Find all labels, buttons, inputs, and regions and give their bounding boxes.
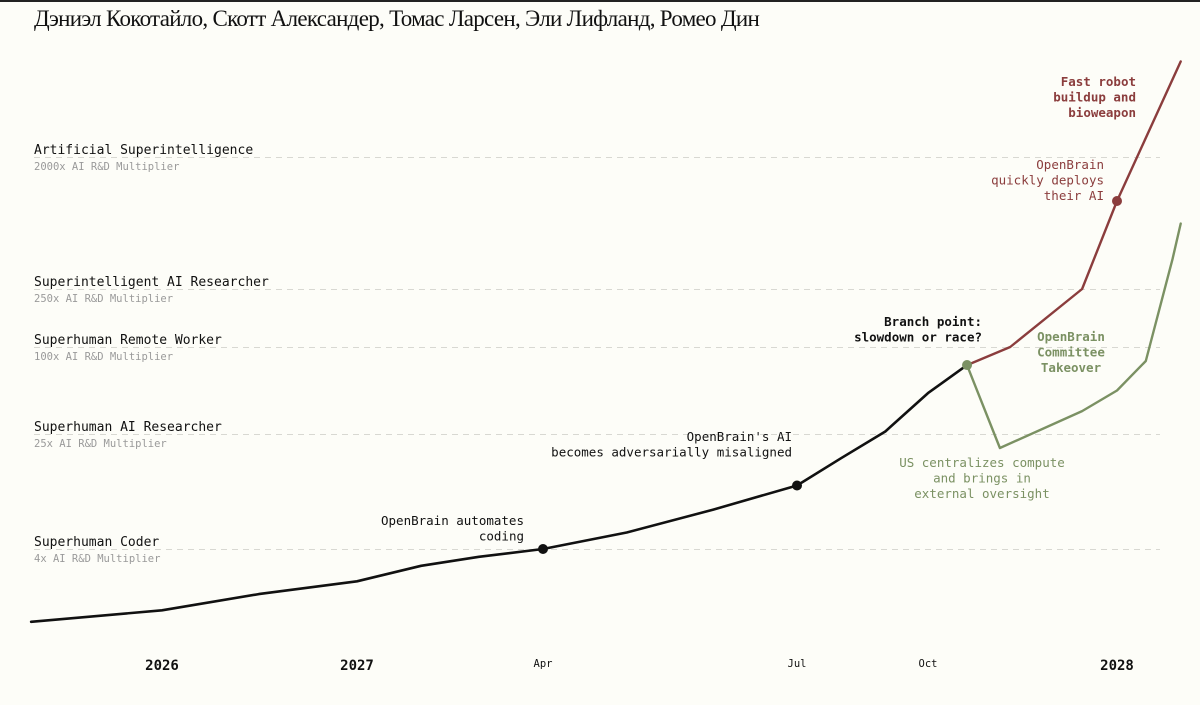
annotation-line: Fast robot	[1061, 74, 1136, 89]
milestone-label: Superintelligent AI Researcher	[34, 275, 269, 290]
annotation-line: Takeover	[1041, 360, 1102, 375]
annotation-line: coding	[479, 529, 524, 544]
x-tick-label: Apr	[534, 658, 553, 670]
annotation-deploys: OpenBrain quickly deploys their AI	[991, 157, 1104, 203]
annotation-misaligned: OpenBrain's AI becomes adversarially misa…	[551, 429, 792, 460]
annotation-line: quickly deploys	[991, 173, 1104, 188]
annotation-line: external oversight	[914, 486, 1049, 501]
annotation-line: becomes adversarially misaligned	[551, 445, 792, 460]
milestone-multiplier: 250x AI R&D Multiplier	[34, 293, 173, 305]
annotation-coding: OpenBrain automates coding	[381, 513, 524, 544]
annotation-branch: Branch point: slowdown or race?	[854, 314, 982, 345]
x-tick-label: 2026	[145, 658, 179, 674]
milestone-label: Superhuman Coder	[34, 535, 159, 550]
annotation-line: and brings in	[933, 471, 1031, 486]
dot-layer	[538, 196, 1122, 554]
x-tick-label: Jul	[788, 658, 807, 670]
x-tick-label: Oct	[919, 658, 938, 670]
annotation-line: buildup and	[1053, 90, 1136, 105]
series-line-race	[965, 60, 1182, 367]
milestone-label: Superhuman AI Researcher	[34, 420, 222, 435]
annotation-line: OpenBrain's AI	[687, 429, 792, 444]
annotation-line: Committee	[1037, 345, 1105, 360]
annotation-line: OpenBrain	[1036, 157, 1104, 172]
annotation-line: Branch point:	[884, 314, 982, 329]
annotation-line: OpenBrain	[1037, 329, 1105, 344]
top-rule	[0, 0, 1200, 2]
event-dot-deploys	[1112, 196, 1122, 206]
event-dot-misaligned	[792, 480, 802, 491]
annotation-line: bioweapon	[1068, 105, 1136, 120]
x-tick-label: 2028	[1100, 658, 1134, 674]
event-dot-coding	[538, 544, 548, 554]
x-axis: 2026 2027 Apr Jul Oct 2028	[145, 658, 1134, 674]
annotation-line: their AI	[1044, 188, 1104, 203]
authors-heading: Дэниэл Кокотайло, Скотт Александер, Тома…	[34, 6, 760, 31]
milestone-multiplier: 2000x AI R&D Multiplier	[34, 161, 179, 173]
annotation-line: US centralizes compute	[899, 455, 1065, 470]
milestone-label: Artificial Superintelligence	[34, 143, 253, 158]
annotation-robot: Fast robot buildup and bioweapon	[1053, 74, 1136, 120]
milestone-multiplier: 100x AI R&D Multiplier	[34, 351, 173, 363]
milestone-multiplier: 25x AI R&D Multiplier	[34, 438, 167, 450]
annotation-centralizes: US centralizes compute and brings in exter…	[899, 455, 1065, 501]
milestone-layer: Superhuman Coder 4x AI R&D Multiplier Supe…	[34, 143, 1160, 565]
milestone-multiplier: 4x AI R&D Multiplier	[34, 553, 160, 565]
milestone-label: Superhuman Remote Worker	[34, 333, 222, 348]
annotation-line: OpenBrain automates	[381, 513, 524, 528]
annotation-committee: OpenBrain Committee Takeover	[1037, 329, 1105, 375]
series-line-slowdown	[965, 222, 1182, 450]
series-line-main	[29, 363, 969, 624]
annotation-line: slowdown or race?	[854, 330, 982, 345]
series-layer	[29, 60, 1182, 624]
event-dot-branch	[962, 360, 973, 371]
x-tick-label: 2027	[340, 658, 374, 674]
